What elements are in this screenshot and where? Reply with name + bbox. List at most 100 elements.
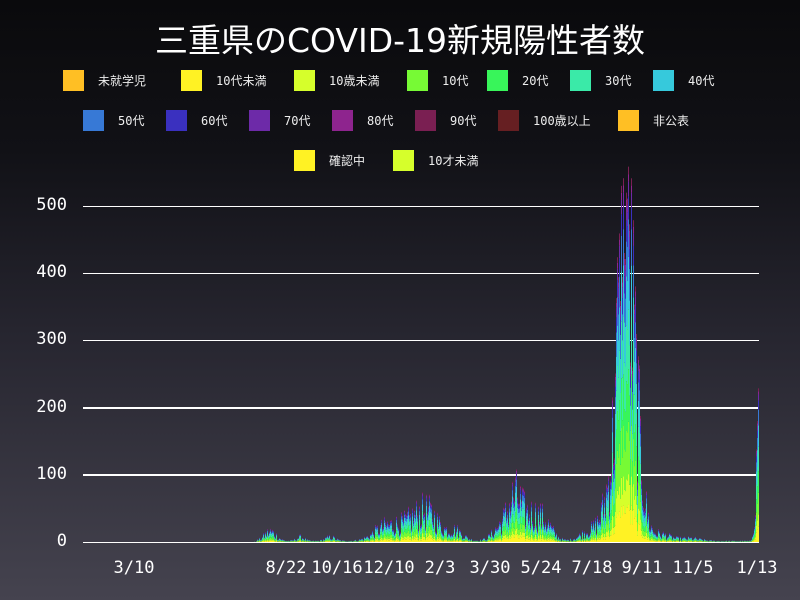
bar-segment [459, 536, 460, 538]
bar-segment [552, 528, 553, 531]
bar-segment [427, 528, 428, 533]
bar-segment [387, 522, 388, 523]
legend-item[interactable]: 100歳以上 [498, 109, 591, 131]
bar-segment [694, 539, 695, 541]
legend-item[interactable]: 10代 [407, 69, 468, 91]
bar-segment [520, 485, 521, 488]
bar-segment [538, 525, 539, 531]
bar-segment [604, 497, 605, 499]
bar-segment [577, 539, 578, 541]
bar-segment [640, 529, 641, 542]
bar-segment [415, 518, 416, 522]
bar-segment [421, 540, 422, 542]
bar-segment [495, 539, 496, 541]
bar-segment [460, 533, 461, 535]
bar-segment [399, 540, 400, 542]
bar-segment [667, 539, 668, 541]
bar-segment [649, 530, 650, 532]
legend-item[interactable]: 90代 [415, 109, 476, 131]
bar-segment [542, 529, 543, 536]
bar-segment [662, 533, 663, 535]
bar-segment [621, 428, 622, 478]
bar-segment [530, 528, 531, 530]
bar-segment [451, 540, 452, 542]
legend-item[interactable]: 20代 [487, 69, 548, 91]
bar-segment [418, 534, 419, 537]
bar-segment [639, 524, 640, 542]
bar-segment [519, 524, 520, 530]
bar-segment [557, 540, 558, 541]
bar-segment [591, 539, 592, 542]
bar-segment [519, 503, 520, 505]
bar-segment [612, 432, 613, 453]
bar-segment [505, 529, 506, 535]
bar-segment [675, 539, 676, 541]
legend-item[interactable]: 60代 [166, 109, 227, 131]
bar-segment [527, 506, 528, 508]
bar-segment [467, 538, 468, 540]
legend-item[interactable]: 40代 [653, 69, 714, 91]
bar-segment [374, 539, 375, 540]
bar-segment [299, 537, 300, 539]
bar-segment [546, 539, 547, 541]
bar-segment [526, 516, 527, 521]
legend-item[interactable]: 30代 [570, 69, 631, 91]
legend-item[interactable]: 10代未満 [181, 69, 266, 91]
bar-segment [513, 537, 514, 542]
bar-segment [411, 539, 412, 541]
bar-segment [618, 282, 619, 288]
bar-segment [530, 540, 531, 542]
bar-segment [262, 537, 263, 538]
bar-segment [512, 496, 513, 505]
bar-segment [604, 502, 605, 508]
bar-segment [614, 458, 615, 461]
bar-segment [496, 539, 497, 541]
legend-item[interactable]: 80代 [332, 109, 393, 131]
legend-item[interactable]: 非公表 [618, 109, 689, 131]
bar-segment [642, 505, 643, 511]
bar-segment [445, 533, 446, 536]
bar-segment [656, 539, 657, 541]
bar-segment [570, 540, 571, 542]
bar-segment [674, 539, 675, 541]
bar-segment [426, 498, 427, 502]
legend-item[interactable]: 50代 [83, 109, 144, 131]
bar-segment [633, 342, 634, 394]
bar-segment [441, 539, 442, 541]
bar-segment [500, 523, 501, 525]
legend-item[interactable]: 70代 [249, 109, 310, 131]
legend-item[interactable]: 確認中 [294, 149, 365, 171]
bar-segment [444, 530, 445, 533]
bar-segment [492, 540, 493, 542]
bar-segment [509, 505, 510, 509]
bar-segment [430, 504, 431, 506]
legend-item[interactable]: 10歳未満 [294, 69, 379, 91]
bar-segment [380, 525, 381, 527]
bar-segment [501, 540, 502, 542]
bar-segment [511, 528, 512, 535]
bar-segment [607, 494, 608, 501]
bar-segment [606, 536, 607, 542]
bar-segment [471, 539, 472, 541]
bar-segment [642, 515, 643, 523]
bar-segment [539, 535, 540, 539]
bar-segment [424, 519, 425, 524]
bar-segment [279, 540, 280, 541]
legend-item[interactable]: 10才未満 [393, 149, 478, 171]
bar-segment [640, 426, 641, 434]
bar-segment [392, 532, 393, 534]
bar-segment [406, 515, 407, 517]
bar-segment [448, 534, 449, 536]
bar-segment [425, 535, 426, 538]
bar-segment [502, 537, 503, 540]
legend-item[interactable]: 未就学児 [63, 69, 146, 91]
bar-segment [419, 535, 420, 539]
bar-segment [414, 510, 415, 512]
bar-segment [411, 528, 412, 530]
bar-segment [646, 492, 647, 494]
bar-segment [556, 541, 557, 542]
bar-segment [453, 540, 454, 542]
bar-segment [535, 529, 536, 535]
bar-segment [449, 541, 450, 542]
bar-segment [616, 298, 617, 304]
